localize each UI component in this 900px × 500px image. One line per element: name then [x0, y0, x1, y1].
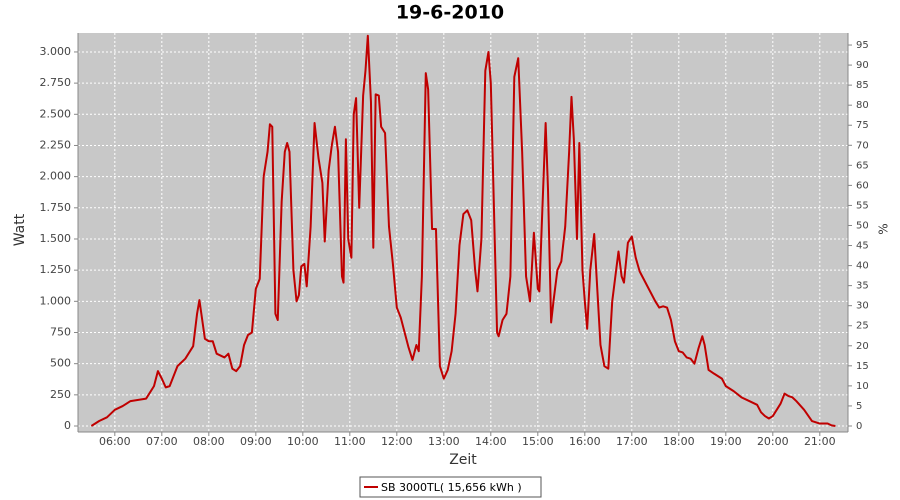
y2-tick-label: 85: [856, 80, 869, 91]
y-tick-label: 1.250: [40, 263, 72, 276]
y-tick-label: 500: [50, 357, 71, 370]
y-axis-label: Watt: [12, 213, 28, 246]
y2-tick-label: 35: [856, 281, 869, 292]
y2-tick-label: 15: [856, 361, 869, 372]
x-tick-label: 13:00: [428, 435, 460, 448]
x-tick-label: 08:00: [193, 435, 225, 448]
x-tick-label: 17:00: [616, 435, 648, 448]
x-tick-label: 19:00: [710, 435, 742, 448]
legend: [359, 476, 542, 498]
x-tick-label: 16:00: [569, 435, 601, 448]
y-tick-label: 250: [50, 388, 71, 401]
x-tick-label: 14:00: [475, 435, 507, 448]
y-tick-label: 1.750: [40, 201, 72, 214]
legend-label: SB 3000TL( 15,656 kWh ): [381, 481, 522, 494]
data-line: [90, 34, 836, 427]
x-tick-label: 06:00: [99, 435, 131, 448]
y2-tick-label: 30: [856, 301, 869, 312]
y-tick-label: 3.000: [40, 45, 72, 58]
x-tick-label: 10:00: [287, 435, 319, 448]
y2-tick-label: 95: [856, 40, 869, 51]
y2-tick-label: 70: [856, 140, 869, 151]
y-tick-label: 1.000: [40, 294, 72, 307]
y2-tick-label: 75: [856, 120, 869, 131]
y-tick-label: 2.750: [40, 76, 72, 89]
x-tick-label: 07:00: [146, 435, 178, 448]
y2-tick-label: 0: [856, 421, 862, 432]
y-tick-label: 2.500: [40, 107, 72, 120]
y2-tick-label: 25: [856, 321, 869, 332]
x-tick-label: 20:00: [757, 435, 789, 448]
y-tick-label: 2.000: [40, 170, 72, 183]
x-axis-label: Zeit: [449, 452, 477, 468]
y2-axis-label: %: [877, 223, 891, 234]
y2-tick-label: 50: [856, 220, 869, 231]
y2-tick-label: 90: [856, 60, 869, 71]
chart-title: 19-6-2010: [396, 2, 504, 24]
x-tick-label: 12:00: [381, 435, 413, 448]
y-tick-label: 0: [64, 419, 71, 432]
y2-tick-label: 20: [856, 341, 869, 352]
x-tick-label: 18:00: [663, 435, 695, 448]
y-tick-label: 1.500: [40, 232, 72, 245]
y-tick-label: 750: [50, 325, 71, 338]
y2-tick-label: 55: [856, 200, 869, 211]
y2-tick-label: 80: [856, 100, 869, 111]
y2-tick-label: 45: [856, 241, 869, 252]
y-tick-label: 2.250: [40, 138, 72, 151]
x-tick-label: 21:00: [804, 435, 836, 448]
y2-tick-label: 60: [856, 180, 869, 191]
y2-tick-label: 65: [856, 160, 869, 171]
plot-area: [78, 33, 848, 432]
x-tick-label: 09:00: [240, 435, 272, 448]
x-tick-label: 11:00: [334, 435, 366, 448]
y2-tick-label: 40: [856, 261, 869, 272]
y2-tick-label: 10: [856, 381, 869, 392]
x-tick-label: 15:00: [522, 435, 554, 448]
y2-tick-label: 5: [856, 401, 862, 412]
